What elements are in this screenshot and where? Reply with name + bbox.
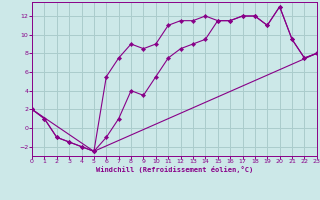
X-axis label: Windchill (Refroidissement éolien,°C): Windchill (Refroidissement éolien,°C) <box>96 166 253 173</box>
